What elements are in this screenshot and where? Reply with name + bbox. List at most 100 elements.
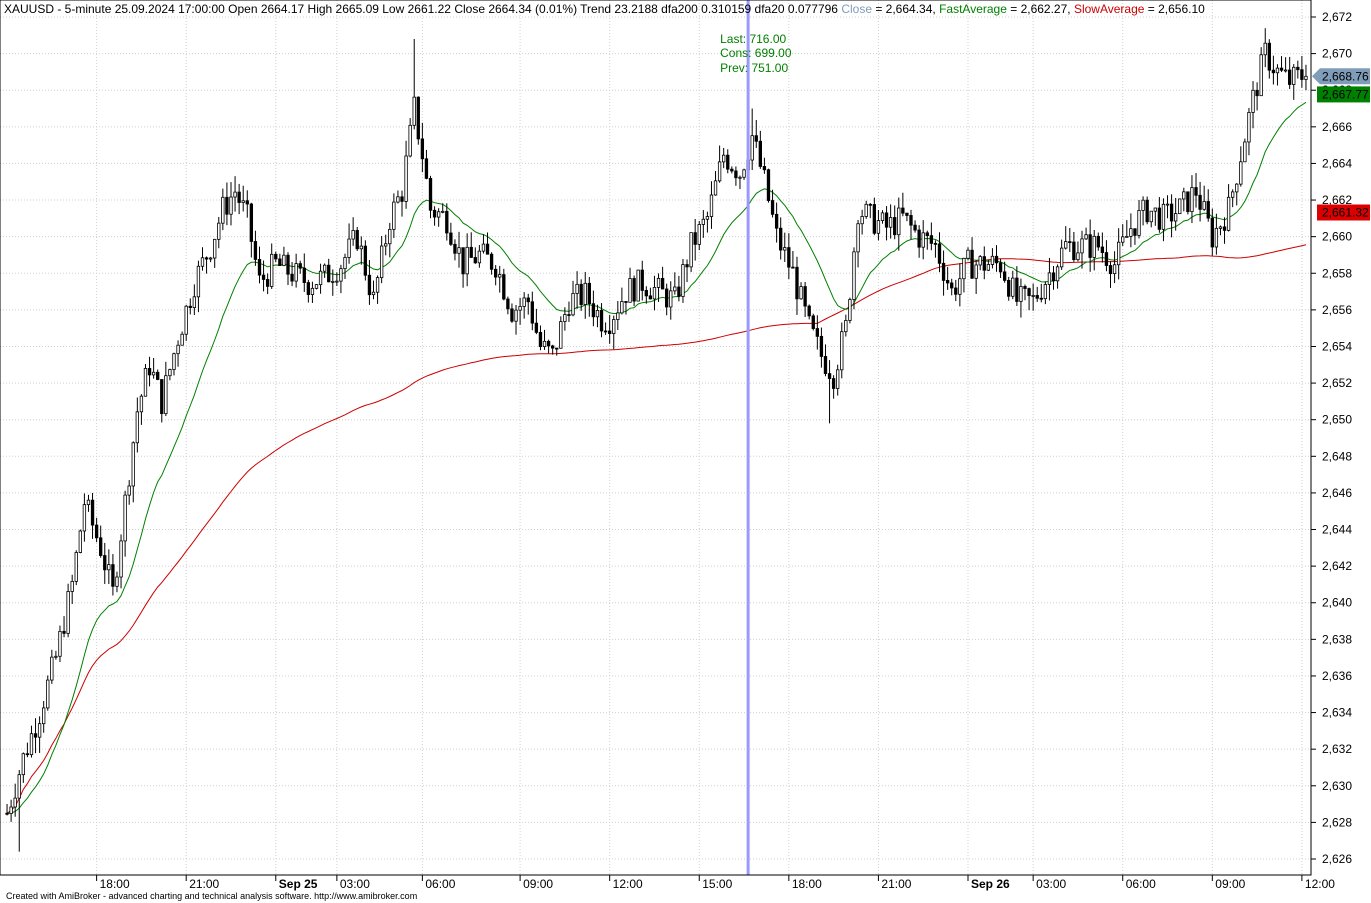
- candle-body: [620, 301, 624, 314]
- candle-body: [652, 287, 657, 300]
- candle-body: [1247, 112, 1251, 143]
- y-tick-label: 2,628: [1322, 815, 1352, 829]
- candle-body: [257, 259, 262, 276]
- candle-body: [200, 257, 205, 267]
- y-tick-label: 2,666: [1322, 120, 1352, 134]
- candle-body: [1080, 238, 1084, 254]
- candle-body: [567, 314, 571, 316]
- y-tick-label: 2,660: [1322, 230, 1352, 244]
- candle-body: [905, 212, 909, 216]
- candle-body: [213, 238, 217, 259]
- candle-body: [481, 243, 486, 252]
- footer-credit: Created with AmiBroker - advanced charti…: [6, 891, 417, 901]
- candle-body: [636, 269, 640, 302]
- candle-body: [445, 210, 449, 234]
- candle-body: [510, 308, 514, 322]
- candle-body: [876, 220, 881, 234]
- tooltip-last: Last: 716.00: [720, 32, 786, 46]
- candle-body: [1174, 213, 1178, 222]
- candle-body: [204, 257, 209, 260]
- candle-body: [921, 232, 925, 248]
- candle-body: [644, 290, 648, 297]
- candle-body: [225, 196, 229, 215]
- y-tick-label: 2,652: [1322, 376, 1352, 390]
- candle-body: [534, 322, 539, 333]
- candle-body: [827, 373, 832, 379]
- candle-body: [1226, 196, 1231, 231]
- y-tick-label: 2,632: [1322, 742, 1352, 756]
- candle-body: [970, 249, 974, 279]
- candle-body: [180, 333, 184, 346]
- candle-body: [1288, 69, 1292, 85]
- candle-body: [86, 499, 91, 506]
- candle-body: [779, 227, 783, 251]
- candle-body: [546, 340, 551, 347]
- candle-body: [1275, 67, 1280, 74]
- candle-body: [249, 203, 254, 242]
- x-axis: 18:00 21:00 Sep 25 03:00 06:00 09:00 12:00 15:0…: [0, 874, 1335, 891]
- candle-body: [538, 331, 543, 347]
- candle-body: [571, 293, 575, 316]
- chart-header: XAUUSD - 5-minute 25.09.2024 17:00:00 Op…: [4, 2, 1205, 16]
- candle-body: [770, 200, 775, 215]
- candle-body: [78, 530, 82, 553]
- candle-body: [937, 243, 942, 264]
- x-tick-label: 12:00: [613, 877, 643, 891]
- candle-body: [21, 753, 25, 776]
- candle-body: [1186, 191, 1190, 213]
- candle-body: [1076, 252, 1080, 261]
- candle-body: [1222, 226, 1227, 231]
- y-tick-label: 2,670: [1322, 47, 1352, 61]
- candle-body: [1235, 183, 1239, 193]
- candle-body: [473, 257, 477, 264]
- candle-body: [217, 222, 221, 240]
- price-tags: 2,668.76 2,667.77 2,661.32: [1312, 68, 1370, 221]
- candle-body: [693, 232, 697, 245]
- candle-body: [872, 204, 877, 234]
- candle-body: [819, 335, 824, 357]
- candle-body: [164, 375, 168, 415]
- candle-body: [107, 564, 111, 571]
- y-tick-label: 2,658: [1322, 266, 1352, 280]
- candle-body: [742, 169, 746, 178]
- x-tick-label: 15:00: [702, 877, 732, 891]
- candle-body: [290, 273, 294, 282]
- candle-body: [58, 630, 62, 657]
- candle-body: [392, 201, 396, 230]
- header-slow-label: SlowAverage: [1074, 2, 1145, 16]
- candle-body: [1055, 266, 1060, 282]
- candle-body: [188, 305, 192, 308]
- candle-body: [5, 812, 9, 815]
- y-tick-label: 2,662: [1322, 193, 1352, 207]
- candle-body: [1267, 42, 1271, 71]
- candle-body: [9, 806, 13, 814]
- candle-body: [856, 223, 860, 253]
- candle-body: [628, 278, 632, 303]
- candle-body: [37, 723, 42, 738]
- candle-body: [82, 504, 87, 532]
- candle-body: [982, 256, 986, 271]
- candle-body: [734, 170, 738, 179]
- fast-average-line: [6, 101, 1307, 814]
- candle-body: [1157, 207, 1162, 230]
- candle-body: [1214, 227, 1219, 248]
- candle-body: [1007, 279, 1011, 297]
- candle-body: [673, 286, 677, 292]
- candle-body: [371, 291, 376, 296]
- candle-body: [322, 264, 327, 272]
- y-tick-label: 2,654: [1322, 339, 1352, 353]
- y-tick-label: 2,626: [1322, 852, 1352, 866]
- candle-body: [677, 286, 681, 297]
- y-tick-label: 2,646: [1322, 486, 1352, 500]
- candle-body: [709, 194, 714, 217]
- candle-body: [103, 555, 107, 571]
- candle-body: [1304, 75, 1308, 80]
- candle-body: [156, 371, 160, 380]
- candle-body: [408, 124, 412, 157]
- candle-body: [852, 251, 856, 300]
- candle-body: [624, 301, 628, 303]
- candle-body: [640, 269, 644, 291]
- candle-body: [310, 287, 315, 295]
